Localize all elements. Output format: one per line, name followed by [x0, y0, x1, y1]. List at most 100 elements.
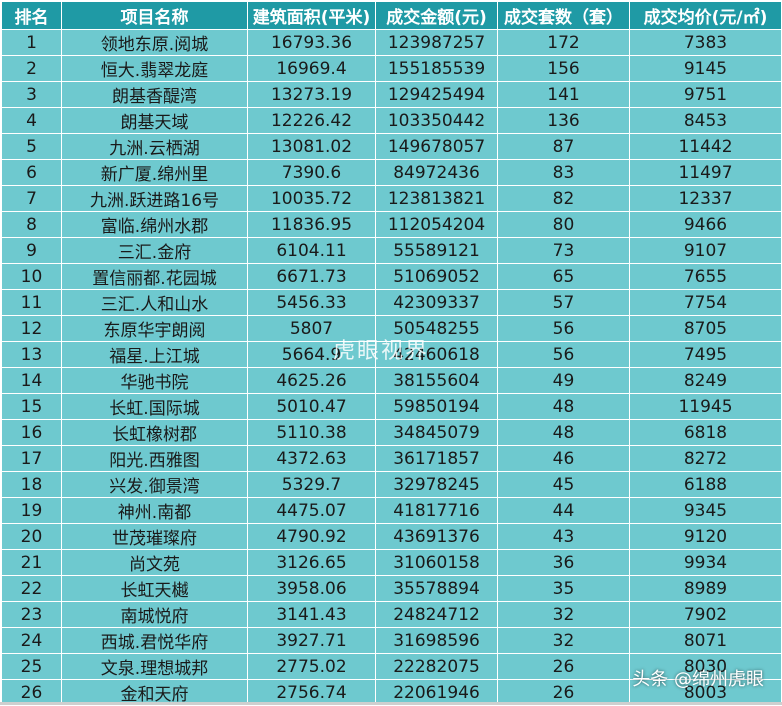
units-sold-cell: 45	[497, 471, 630, 498]
rank-cell: 19	[1, 497, 62, 524]
sales-amount-cell: 34845079	[375, 419, 498, 446]
sales-amount-cell: 22282075	[375, 653, 498, 680]
units-sold-cell: 48	[497, 419, 630, 446]
units-sold-cell: 48	[497, 393, 630, 420]
avg-price-cell: 7754	[629, 289, 782, 316]
units-sold-cell: 57	[497, 289, 630, 316]
units-sold-cell: 35	[497, 575, 630, 602]
units-sold-cell: 43	[497, 523, 630, 550]
floor-area-cell: 5110.38	[247, 419, 376, 446]
rank-cell: 3	[1, 81, 62, 108]
rank-cell: 16	[1, 419, 62, 446]
floor-area-cell: 4475.07	[247, 497, 376, 524]
project-name-cell: 福星.上江城	[61, 341, 248, 368]
floor-area-cell: 4625.26	[247, 367, 376, 394]
rank-cell: 22	[1, 575, 62, 602]
floor-area-cell: 11836.95	[247, 211, 376, 238]
project-name-cell: 神州.南都	[61, 497, 248, 524]
rank-cell: 13	[1, 341, 62, 368]
avg-price-cell: 9107	[629, 237, 782, 264]
sales-amount-cell: 59850194	[375, 393, 498, 420]
rank-cell: 23	[1, 601, 62, 628]
rank-cell: 20	[1, 523, 62, 550]
floor-area-cell: 2775.02	[247, 653, 376, 680]
project-name-cell: 三汇.金府	[61, 237, 248, 264]
table-row: 18 兴发.御景湾 5329.7 32978245 45 6188	[1, 471, 782, 498]
project-name-cell: 尚文苑	[61, 549, 248, 576]
project-name-cell: 富临.绵州水郡	[61, 211, 248, 238]
project-name-cell: 世茂璀璨府	[61, 523, 248, 550]
header-rank: 排名	[1, 1, 62, 30]
units-sold-cell: 44	[497, 497, 630, 524]
sales-amount-cell: 123987257	[375, 29, 498, 56]
table-row: 23 南城悦府 3141.43 24824712 32 7902	[1, 601, 782, 628]
table-row: 16 长虹橡树郡 5110.38 34845079 48 6818	[1, 419, 782, 446]
floor-area-cell: 4372.63	[247, 445, 376, 472]
project-name-cell: 长虹.国际城	[61, 393, 248, 420]
floor-area-cell: 4790.92	[247, 523, 376, 550]
avg-price-cell: 7902	[629, 601, 782, 628]
project-name-cell: 朗基天域	[61, 107, 248, 134]
avg-price-cell: 7495	[629, 341, 782, 368]
table-row: 15 长虹.国际城 5010.47 59850194 48 11945	[1, 393, 782, 420]
floor-area-cell: 5329.7	[247, 471, 376, 498]
avg-price-cell: 9145	[629, 55, 782, 82]
table-row: 6 新广厦.绵州里 7390.6 84972436 83 11497	[1, 159, 782, 186]
table-row: 3 朗基香醍湾 13273.19 129425494 141 9751	[1, 81, 782, 108]
avg-price-cell: 8453	[629, 107, 782, 134]
rank-cell: 10	[1, 263, 62, 290]
floor-area-cell: 2756.74	[247, 679, 376, 706]
floor-area-cell: 7390.6	[247, 159, 376, 186]
rank-cell: 21	[1, 549, 62, 576]
avg-price-cell: 9120	[629, 523, 782, 550]
sales-amount-cell: 112054204	[375, 211, 498, 238]
units-sold-cell: 73	[497, 237, 630, 264]
table-row: 8 富临.绵州水郡 11836.95 112054204 80 9466	[1, 211, 782, 238]
sales-amount-cell: 35578894	[375, 575, 498, 602]
avg-price-cell: 7655	[629, 263, 782, 290]
sales-amount-cell: 55589121	[375, 237, 498, 264]
units-sold-cell: 56	[497, 341, 630, 368]
sales-amount-cell: 50548255	[375, 315, 498, 342]
avg-price-cell: 11945	[629, 393, 782, 420]
project-name-cell: 东原华宇朗阅	[61, 315, 248, 342]
avg-price-cell: 8272	[629, 445, 782, 472]
project-name-cell: 恒大.翡翠龙庭	[61, 55, 248, 82]
units-sold-cell: 46	[497, 445, 630, 472]
units-sold-cell: 87	[497, 133, 630, 160]
units-sold-cell: 172	[497, 29, 630, 56]
avg-price-cell: 9934	[629, 549, 782, 576]
rank-cell: 1	[1, 29, 62, 56]
floor-area-cell: 16793.36	[247, 29, 376, 56]
sales-amount-cell: 149678057	[375, 133, 498, 160]
floor-area-cell: 5456.33	[247, 289, 376, 316]
units-sold-cell: 32	[497, 601, 630, 628]
table-row: 19 神州.南都 4475.07 41817716 44 9345	[1, 497, 782, 524]
floor-area-cell: 3141.43	[247, 601, 376, 628]
project-name-cell: 三汇.人和山水	[61, 289, 248, 316]
floor-area-cell: 5807	[247, 315, 376, 342]
project-name-cell: 华驰书院	[61, 367, 248, 394]
rank-cell: 26	[1, 679, 62, 706]
rank-cell: 4	[1, 107, 62, 134]
avg-price-cell: 7383	[629, 29, 782, 56]
avg-price-cell: 11442	[629, 133, 782, 160]
avg-price-cell: 9751	[629, 81, 782, 108]
sales-amount-cell: 84972436	[375, 159, 498, 186]
table-row: 25 文泉.理想城邦 2775.02 22282075 26 8030	[1, 653, 782, 680]
rank-cell: 18	[1, 471, 62, 498]
rank-cell: 8	[1, 211, 62, 238]
sales-amount-cell: 31060158	[375, 549, 498, 576]
units-sold-cell: 136	[497, 107, 630, 134]
avg-price-cell: 8030	[629, 653, 782, 680]
table-row: 21 尚文苑 3126.65 31060158 36 9934	[1, 549, 782, 576]
avg-price-cell: 6188	[629, 471, 782, 498]
sales-amount-cell: 24824712	[375, 601, 498, 628]
floor-area-cell: 5664.9	[247, 341, 376, 368]
project-name-cell: 金和天府	[61, 679, 248, 706]
table-row: 20 世茂璀璨府 4790.92 43691376 43 9120	[1, 523, 782, 550]
sales-amount-cell: 43691376	[375, 523, 498, 550]
floor-area-cell: 13081.02	[247, 133, 376, 160]
sales-amount-cell: 123813821	[375, 185, 498, 212]
avg-price-cell: 8705	[629, 315, 782, 342]
